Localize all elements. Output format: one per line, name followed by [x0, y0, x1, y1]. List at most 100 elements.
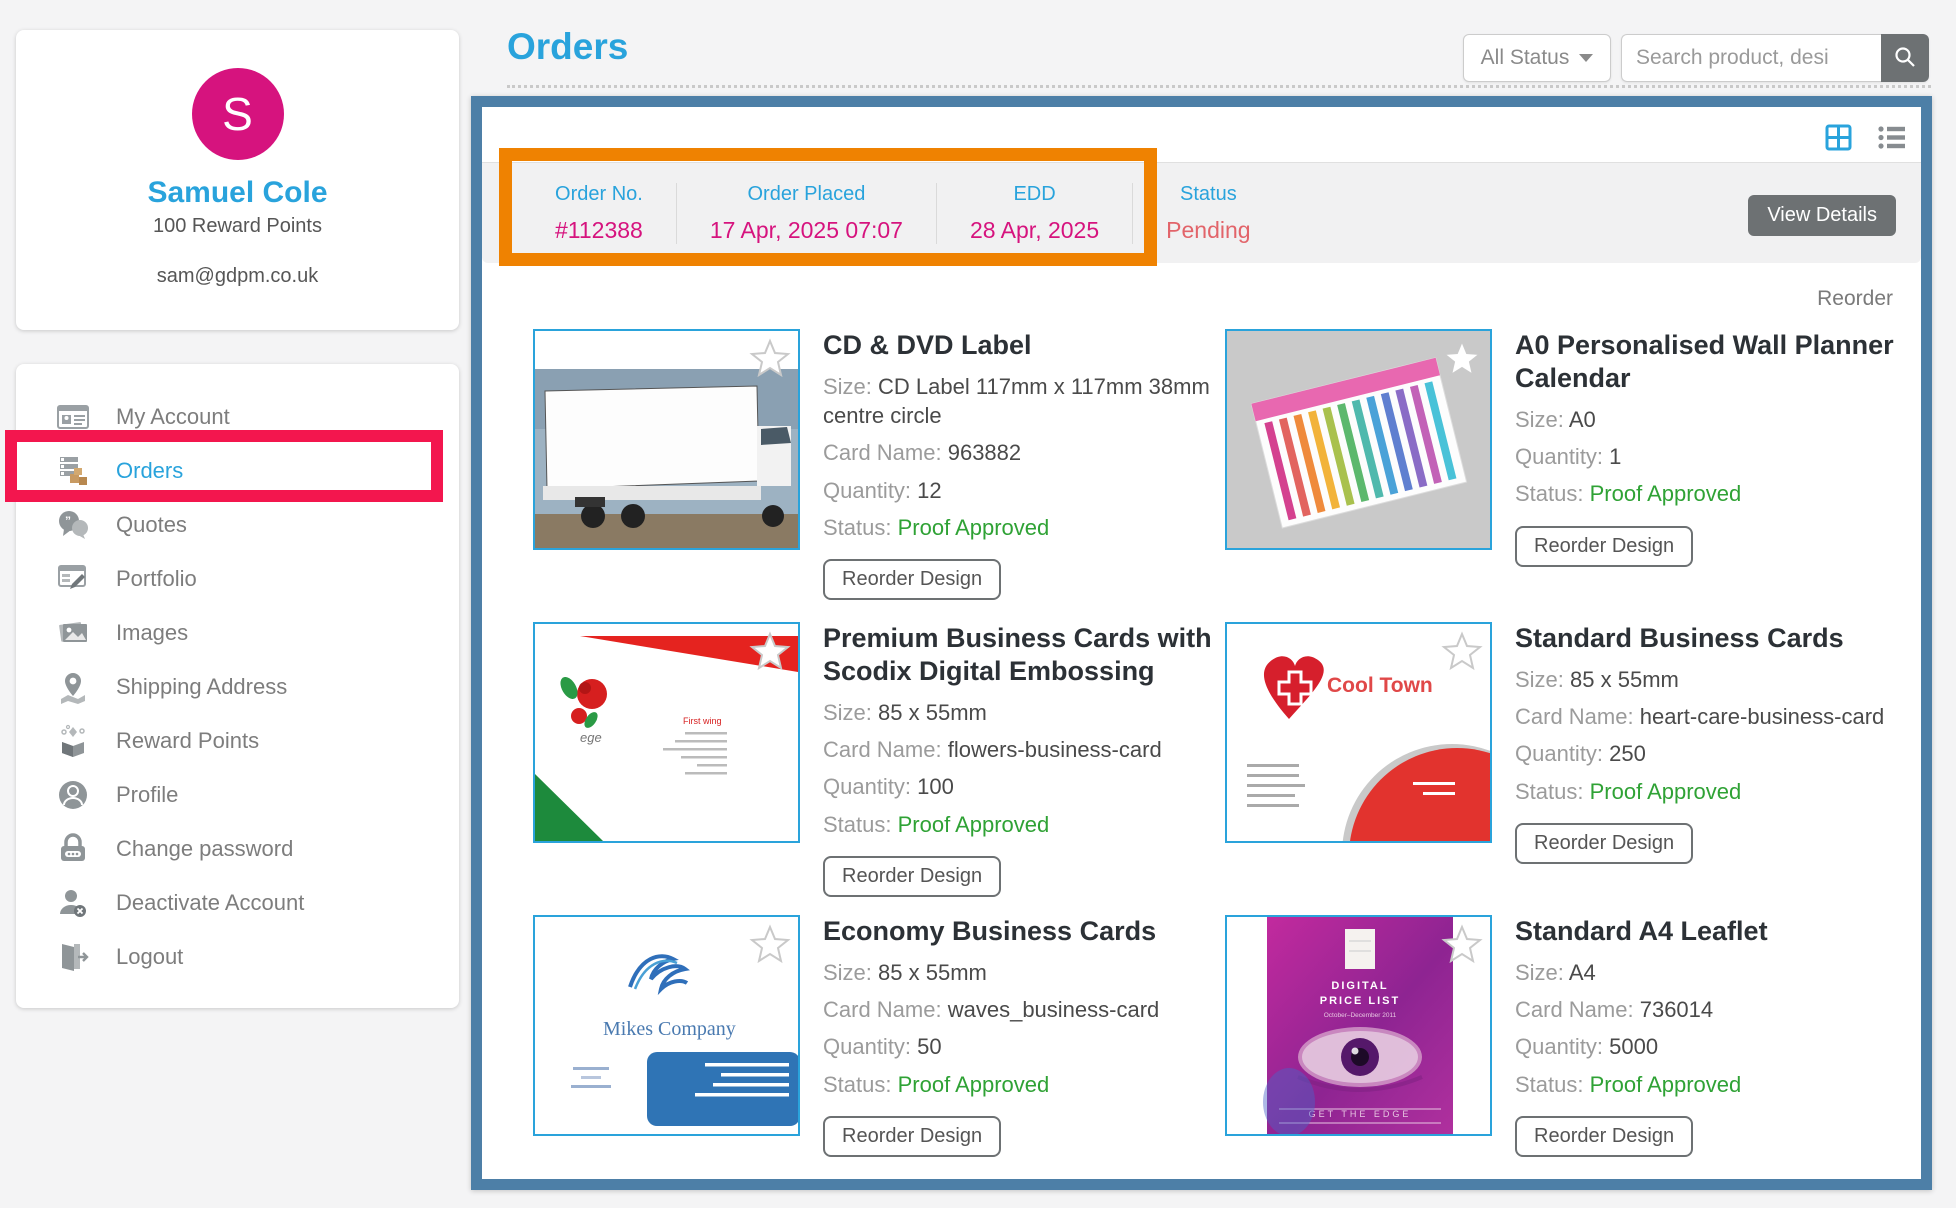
product-info: Standard Business Cards Size: 85 x 55mm …	[1515, 622, 1884, 915]
product-image[interactable]: Mikes Company	[533, 915, 800, 1136]
size-value: 85 x 55mm	[1570, 666, 1679, 692]
favorite-star-icon[interactable]	[1440, 337, 1484, 386]
size-value: CD Label 117mm x 117mm 38mm centre circl…	[823, 373, 1210, 429]
product-image[interactable]	[1225, 329, 1492, 550]
header-divider	[507, 85, 1931, 88]
product-card: A0 Personalised Wall Planner Calendar Si…	[1225, 329, 1907, 622]
reorder-link[interactable]: Reorder	[1817, 287, 1893, 310]
sidebar-item-label: Quotes	[116, 512, 187, 537]
status-filter-label: All Status	[1480, 46, 1570, 69]
svg-text:Cool Town: Cool Town	[1327, 674, 1433, 697]
favorite-star-icon[interactable]	[1440, 630, 1484, 679]
reorder-design-button[interactable]: Reorder Design	[1515, 1115, 1694, 1157]
sidebar-item-images[interactable]: Images	[16, 606, 459, 660]
quantity-value: 50	[917, 1034, 942, 1060]
product-card: ege First wing Premium Business Cards wi…	[533, 622, 1215, 915]
reward-points-count: 100 Reward Points	[153, 215, 322, 237]
product-card: Mikes Company Economy Business Cards Siz…	[533, 915, 1215, 1208]
status-value: Proof Approved	[1589, 481, 1742, 507]
quantity-value: 250	[1609, 741, 1646, 767]
product-title: Economy Business Cards	[823, 916, 1157, 946]
favorite-star-icon[interactable]	[748, 337, 792, 386]
size-label: Size:	[1515, 959, 1564, 985]
favorite-star-icon[interactable]	[748, 630, 792, 679]
reorder-design-button[interactable]: Reorder Design	[1515, 525, 1694, 567]
truck-billboard-photo	[535, 331, 798, 548]
sidebar-item-logout[interactable]: Logout	[16, 930, 459, 984]
chevron-down-icon	[1579, 54, 1594, 62]
search-input[interactable]	[1621, 34, 1881, 82]
grid-view-icon[interactable]	[1825, 124, 1852, 156]
card-name-value: 963882	[947, 440, 1022, 466]
sidebar-item-portfolio[interactable]: Portfolio	[16, 552, 459, 606]
reorder-design-button[interactable]: Reorder Design	[823, 855, 1002, 897]
status-value: Proof Approved	[1589, 1071, 1742, 1097]
order-placed-value: 17 Apr, 2025 07:07	[709, 216, 903, 243]
order-status-field: Status Pending	[1133, 183, 1283, 244]
sidebar-item-my-account[interactable]: My Account	[16, 390, 459, 444]
sidebar-item-label: Images	[116, 620, 189, 645]
sidebar-nav: My Account Orders ” Quotes Portfolio Ima…	[16, 364, 459, 1008]
product-card: CD & DVD Label Size: CD Label 117mm x 11…	[533, 329, 1215, 622]
size-label: Size:	[1515, 406, 1564, 432]
quantity-label: Quantity:	[1515, 444, 1604, 470]
quantity-label: Quantity:	[823, 477, 912, 503]
view-details-button[interactable]: View Details	[1748, 195, 1896, 236]
order-summary-fields: Order No. #112388 Order Placed 17 Apr, 2…	[522, 182, 1284, 244]
quantity-label: Quantity:	[1515, 1034, 1604, 1060]
size-value: 85 x 55mm	[878, 699, 987, 725]
list-view-icon[interactable]	[1878, 125, 1905, 155]
reorder-design-button[interactable]: Reorder Design	[823, 559, 1002, 601]
sidebar-item-label: Orders	[116, 458, 184, 483]
sidebar-item-reward-points[interactable]: Reward Points	[16, 714, 459, 768]
status-value: Proof Approved	[1589, 778, 1742, 804]
sidebar-item-orders[interactable]: Orders	[16, 444, 459, 498]
reorder-design-button[interactable]: Reorder Design	[1515, 822, 1694, 864]
status-filter-dropdown[interactable]: All Status	[1463, 34, 1611, 82]
svg-text:”: ”	[65, 514, 71, 528]
quantity-value: 100	[917, 774, 954, 800]
quantity-label: Quantity:	[823, 774, 912, 800]
order-summary-bar: Order No. #112388 Order Placed 17 Apr, 2…	[482, 162, 1921, 263]
search-button[interactable]	[1881, 34, 1929, 82]
product-image[interactable]: DIGITAL PRICE LIST October–December 2011…	[1225, 915, 1492, 1136]
card-name-value: 736014	[1639, 997, 1714, 1023]
order-status-value: Pending	[1166, 216, 1251, 243]
order-number-field: Order No. #112388	[522, 182, 677, 244]
gift-box-icon	[56, 724, 90, 758]
status-label: Status:	[1515, 1071, 1584, 1097]
sidebar-item-quotes[interactable]: ” Quotes	[16, 498, 459, 552]
size-label: Size:	[823, 959, 872, 985]
status-value: Proof Approved	[897, 1071, 1050, 1097]
sidebar-item-profile[interactable]: Profile	[16, 768, 459, 822]
product-card: Cool Town Standard Business Cards Size: …	[1225, 622, 1907, 915]
order-edd-value: 28 Apr, 2025	[969, 216, 1100, 243]
search-box	[1621, 34, 1929, 82]
size-label: Size:	[823, 699, 872, 725]
product-info: Premium Business Cards with Scodix Digit…	[823, 622, 1215, 915]
quantity-value: 5000	[1609, 1034, 1659, 1060]
sidebar-item-deactivate-account[interactable]: Deactivate Account	[16, 876, 459, 930]
card-name-value: heart-care-business-card	[1639, 704, 1885, 730]
reorder-design-button[interactable]: Reorder Design	[823, 1115, 1002, 1157]
product-image[interactable]	[533, 329, 800, 550]
order-edd-label: EDD	[1013, 182, 1056, 205]
order-number-value: #112388	[555, 216, 643, 243]
favorite-star-icon[interactable]	[748, 923, 792, 972]
order-edd-field: EDD 28 Apr, 2025	[937, 182, 1134, 244]
product-title: A0 Personalised Wall Planner Calendar	[1515, 330, 1894, 393]
svg-text:GET THE EDGE: GET THE EDGE	[1309, 1109, 1412, 1119]
sidebar-item-shipping-address[interactable]: Shipping Address	[16, 660, 459, 714]
product-image[interactable]: Cool Town	[1225, 622, 1492, 843]
images-photo-icon	[56, 616, 90, 650]
quantity-value: 1	[1609, 444, 1622, 470]
favorite-star-icon[interactable]	[1440, 923, 1484, 972]
card-name-label: Card Name:	[823, 997, 942, 1023]
order-number-label: Order No.	[555, 182, 643, 205]
page-title: Orders	[507, 26, 629, 67]
product-image[interactable]: ege First wing	[533, 622, 800, 843]
sidebar-item-change-password[interactable]: Change password	[16, 822, 459, 876]
wall-planner-photo	[1227, 331, 1490, 548]
heart-care-business-card-photo: Cool Town	[1227, 624, 1490, 841]
svg-text:October–December 2011: October–December 2011	[1324, 1012, 1397, 1019]
